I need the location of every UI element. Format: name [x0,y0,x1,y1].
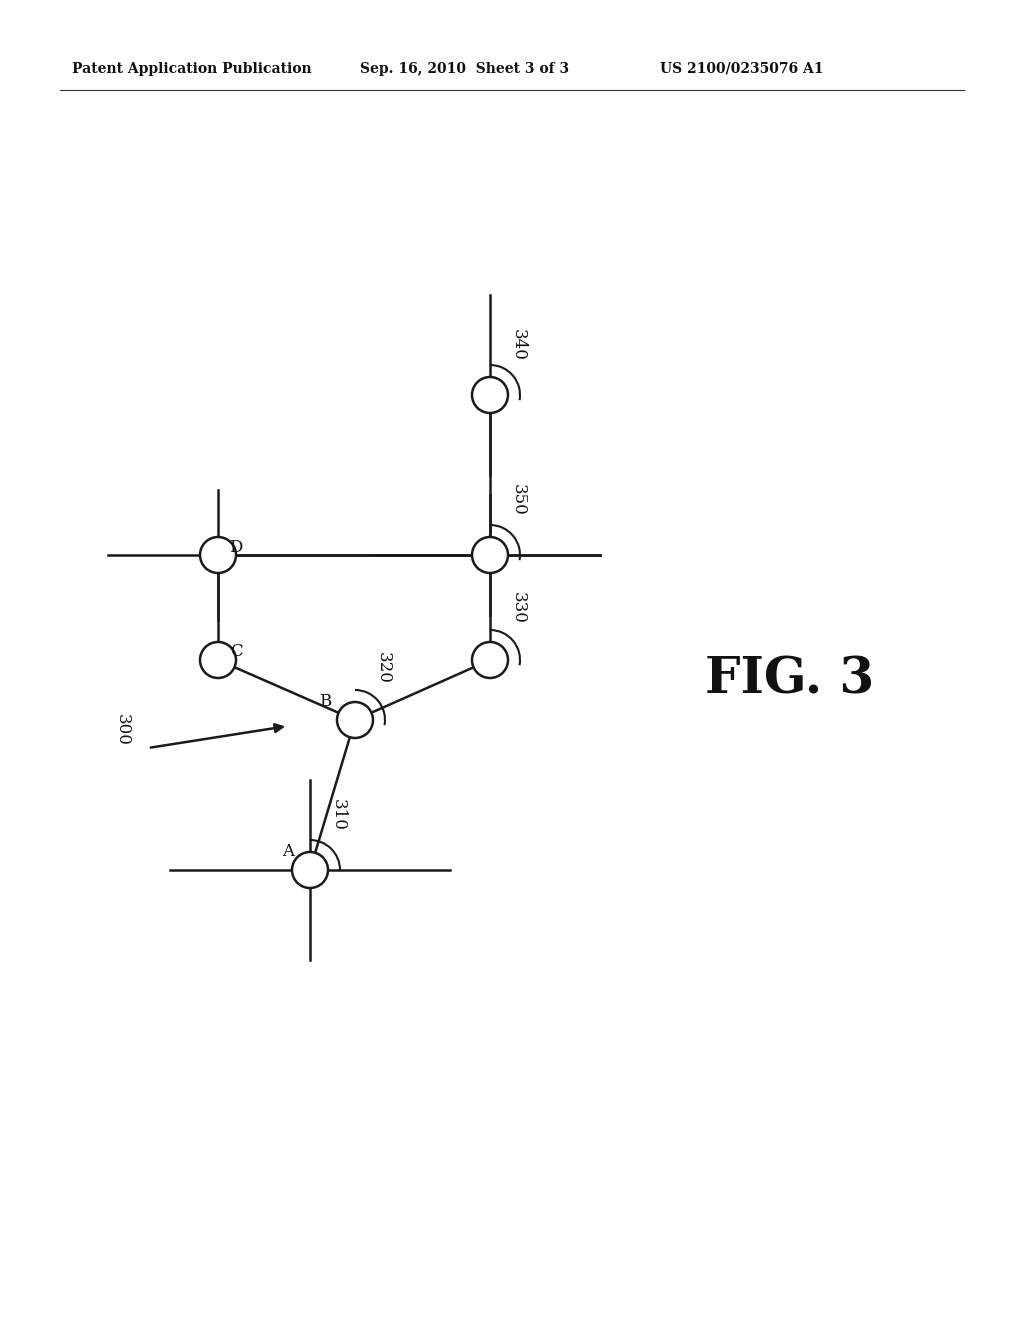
Circle shape [472,537,508,573]
Text: US 2100/0235076 A1: US 2100/0235076 A1 [660,62,823,77]
Circle shape [472,378,508,413]
Circle shape [292,851,328,888]
Circle shape [200,537,236,573]
Text: 330: 330 [510,593,526,624]
Text: 320: 320 [375,652,391,684]
Circle shape [337,702,373,738]
Text: 310: 310 [330,799,346,830]
Text: Patent Application Publication: Patent Application Publication [72,62,311,77]
Text: 300: 300 [114,714,130,746]
Text: Sep. 16, 2010  Sheet 3 of 3: Sep. 16, 2010 Sheet 3 of 3 [360,62,569,77]
Text: FIG. 3: FIG. 3 [706,656,874,705]
Text: D: D [229,539,243,556]
Text: C: C [229,644,243,660]
Text: A: A [282,843,294,861]
Text: 340: 340 [510,329,526,360]
Text: B: B [318,693,331,710]
Circle shape [200,642,236,678]
Circle shape [472,642,508,678]
Text: 350: 350 [510,484,526,516]
